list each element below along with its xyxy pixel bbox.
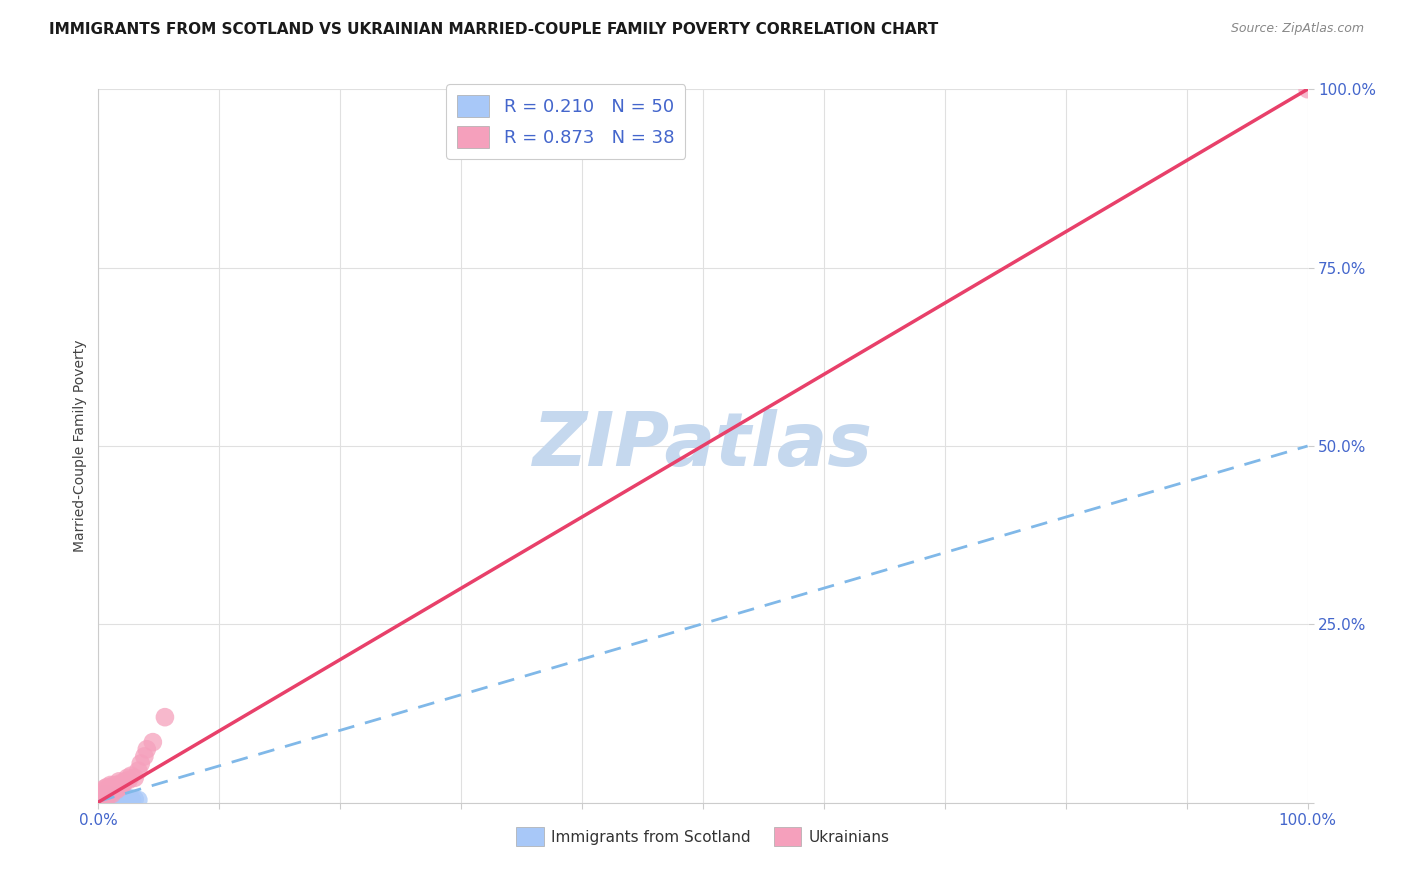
Point — [107, 793, 129, 807]
Point — [107, 778, 129, 792]
Point — [127, 764, 149, 778]
Text: IMMIGRANTS FROM SCOTLAND VS UKRAINIAN MARRIED-COUPLE FAMILY POVERTY CORRELATION : IMMIGRANTS FROM SCOTLAND VS UKRAINIAN MA… — [49, 22, 938, 37]
Point — [94, 789, 117, 803]
Point — [111, 793, 134, 807]
Point — [90, 794, 112, 808]
Point — [101, 781, 124, 796]
Point — [97, 789, 120, 803]
Point — [90, 790, 112, 805]
Point — [134, 749, 156, 764]
Point — [111, 778, 134, 792]
Point — [89, 795, 111, 809]
Point — [153, 710, 176, 724]
Point — [114, 792, 136, 806]
Point — [93, 787, 115, 801]
Point — [97, 790, 120, 805]
Point — [100, 790, 122, 805]
Point — [97, 794, 120, 808]
Point — [120, 769, 142, 783]
Point — [98, 793, 121, 807]
Text: Source: ZipAtlas.com: Source: ZipAtlas.com — [1230, 22, 1364, 36]
Point — [94, 787, 117, 801]
Point — [91, 789, 114, 803]
Point — [120, 791, 142, 805]
Point — [97, 783, 120, 797]
Point — [98, 781, 121, 796]
Point — [127, 793, 149, 807]
Point — [112, 791, 135, 805]
Point — [118, 772, 141, 787]
Point — [118, 793, 141, 807]
Point — [124, 792, 146, 806]
Point — [100, 794, 122, 808]
Point — [93, 785, 115, 799]
Point — [124, 771, 146, 785]
Point — [96, 794, 118, 808]
Point — [91, 787, 114, 801]
Point — [96, 791, 118, 805]
Point — [100, 785, 122, 799]
Point — [94, 783, 117, 797]
Point — [105, 794, 128, 808]
Point — [101, 789, 124, 804]
Point — [142, 735, 165, 749]
Point — [110, 776, 132, 790]
Point — [91, 794, 114, 808]
Point — [104, 780, 127, 794]
Point — [93, 794, 115, 808]
Point — [94, 791, 117, 805]
Point — [103, 790, 125, 805]
Text: ZIPatlas: ZIPatlas — [533, 409, 873, 483]
Point — [105, 783, 128, 797]
Point — [98, 790, 121, 805]
Point — [97, 788, 120, 802]
Point — [100, 778, 122, 792]
Point — [108, 792, 131, 806]
Point — [91, 795, 114, 809]
Point — [101, 793, 124, 807]
Point — [108, 774, 131, 789]
Point — [117, 771, 139, 785]
Point — [96, 785, 118, 799]
Point — [90, 790, 112, 805]
Point — [108, 791, 131, 805]
Point — [103, 794, 125, 808]
Point — [100, 791, 122, 805]
Point — [89, 792, 111, 806]
Point — [100, 780, 122, 794]
Point — [135, 742, 157, 756]
Point — [91, 789, 114, 804]
Point — [117, 790, 139, 805]
Point — [129, 756, 152, 771]
Point — [91, 790, 114, 805]
Point — [105, 790, 128, 805]
Point — [93, 790, 115, 805]
Point — [114, 774, 136, 789]
Point — [94, 794, 117, 808]
Legend: Immigrants from Scotland, Ukrainians: Immigrants from Scotland, Ukrainians — [510, 822, 896, 852]
Point — [121, 794, 143, 808]
Point — [110, 790, 132, 805]
Point — [100, 794, 122, 808]
Point — [96, 780, 118, 794]
Point — [103, 778, 125, 792]
Point — [93, 781, 115, 796]
Point — [91, 793, 114, 807]
Point — [1296, 82, 1319, 96]
Point — [91, 789, 114, 803]
Point — [100, 789, 122, 803]
Point — [104, 792, 127, 806]
Y-axis label: Married-Couple Family Poverty: Married-Couple Family Poverty — [73, 340, 87, 552]
Point — [91, 792, 114, 806]
Point — [100, 787, 122, 801]
Point — [96, 789, 118, 804]
Point — [108, 780, 131, 794]
Point — [93, 792, 115, 806]
